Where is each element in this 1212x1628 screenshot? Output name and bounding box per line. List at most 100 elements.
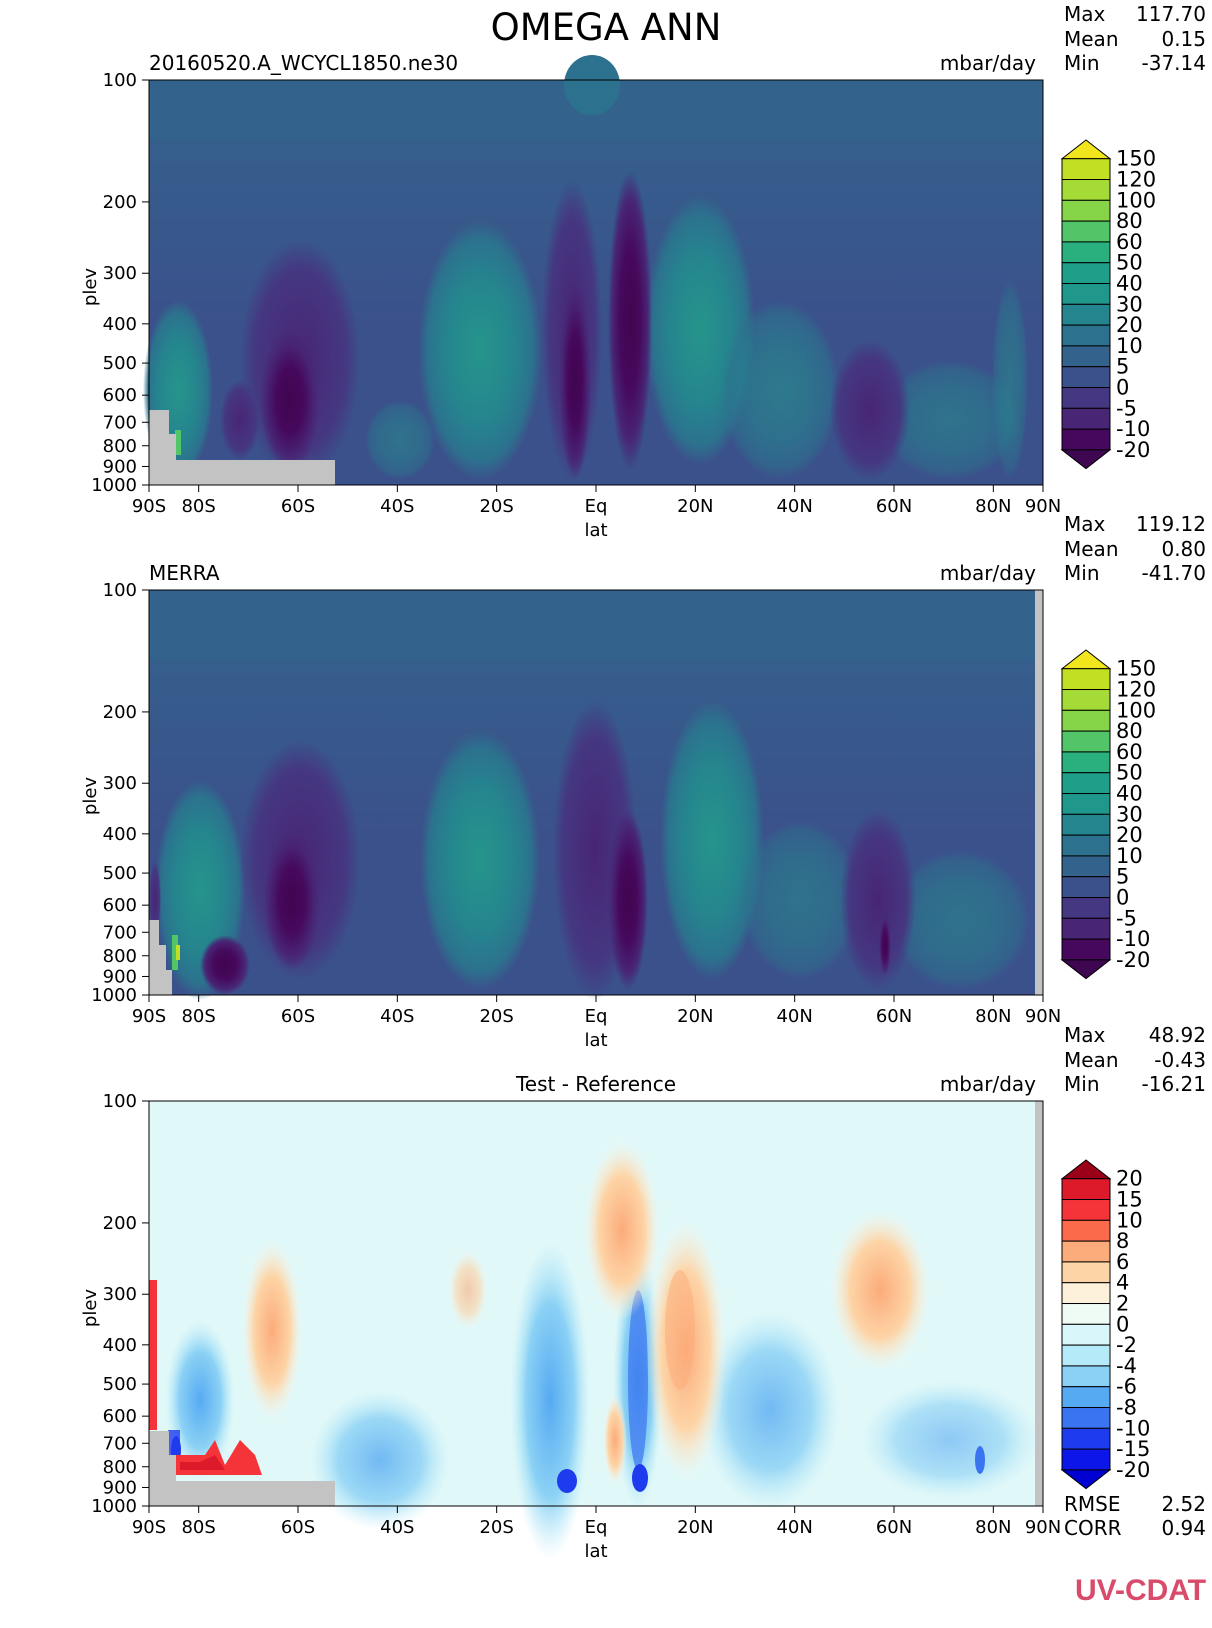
colorbar-label: 20 [1116, 313, 1143, 337]
colorbar-swatch [1061, 387, 1111, 409]
stats-block: Max 119.12 Mean 0.80 Min -41.70 [1064, 512, 1206, 585]
colorbar-label: 80 [1116, 209, 1143, 233]
colorbar-swatch [1061, 324, 1111, 347]
x-tick-label: 80N [975, 1517, 1011, 1538]
colorbar-swatch [1061, 1199, 1111, 1221]
stat-value-max: 48.92 [1149, 1023, 1206, 1047]
colorbar-label: 10 [1116, 1208, 1143, 1232]
y-tick-label: 700 [103, 922, 137, 943]
x-tick-label: 80N [975, 1006, 1011, 1027]
contour-field [149, 590, 1043, 1000]
colorbar-swatch [1061, 1323, 1111, 1346]
stat-label-max: Max [1064, 1023, 1106, 1047]
colorbar-label: 0 [1116, 376, 1129, 400]
x-tick-label: Eq [585, 1006, 608, 1027]
y-tick-label: 400 [103, 1335, 137, 1356]
colorbar-swatch [1061, 813, 1111, 836]
x-tick-label: 20S [479, 496, 513, 517]
colorbar-label: -20 [1116, 438, 1150, 462]
colorbar-label: 15 [1116, 1188, 1143, 1212]
colorbar-swatch [1061, 917, 1111, 940]
colorbar-swatch [1061, 158, 1111, 181]
panel-units: mbar/day [940, 561, 1036, 585]
colorbar-label: 0 [1116, 1312, 1129, 1336]
colorbar-label: 6 [1116, 1250, 1129, 1274]
colorbar-label: -20 [1116, 1458, 1150, 1482]
x-tick-label: 20N [677, 1006, 713, 1027]
x-tick-label: 60S [281, 1517, 315, 1538]
metric-value-corr: 0.94 [1161, 1516, 1206, 1540]
x-tick-label: 20S [479, 1517, 513, 1538]
y-tick-label: 1000 [91, 985, 137, 1006]
colorbar-label: -5 [1116, 396, 1137, 420]
colorbar-label: 120 [1116, 678, 1156, 702]
y-tick-label: 200 [103, 1213, 137, 1234]
stats-block: Max 117.70 Mean 0.15 Min -37.14 [1064, 2, 1206, 75]
contour-field [143, 55, 1043, 485]
colorbar-label: 5 [1116, 865, 1129, 889]
x-tick-label: 40S [380, 1517, 414, 1538]
colorbar-swatch [1061, 1303, 1111, 1325]
colorbar-label: -10 [1116, 417, 1150, 441]
stat-value-min: -41.70 [1142, 561, 1206, 585]
y-tick-label: 300 [103, 773, 137, 794]
colorbar-swatch [1061, 366, 1111, 389]
stat-value-max: 119.12 [1136, 512, 1206, 536]
colorbar-label: 2 [1116, 1292, 1129, 1316]
y-tick-label: 700 [103, 1433, 137, 1454]
y-tick-label: 200 [103, 702, 137, 723]
colorbar-label: 60 [1116, 740, 1143, 764]
y-tick-label: 500 [103, 863, 137, 884]
colorbar-label: -2 [1116, 1333, 1137, 1357]
stat-label-min: Min [1064, 561, 1100, 585]
x-tick-label: 20S [479, 1006, 513, 1027]
colorbar-label: 60 [1116, 230, 1143, 254]
colorbar-swatch [1061, 1365, 1111, 1388]
y-tick-label: 1000 [91, 475, 137, 496]
x-axis-label: lat [584, 1541, 607, 1562]
colorbar-label: 50 [1116, 251, 1143, 275]
colorbar-swatch [1060, 1159, 1112, 1180]
colorbar-label: 100 [1116, 188, 1156, 212]
y-tick-label: 100 [103, 1091, 137, 1112]
x-axis: 90S 80S 60S 40S 20S Eq 20N 40N 60N 80N 90N [132, 1506, 1061, 1538]
colorbar-swatch [1061, 1344, 1111, 1367]
panel-subtitle-left: MERRA [149, 561, 220, 585]
colorbar-swatch [1060, 1469, 1112, 1490]
colorbar-swatch [1061, 220, 1111, 243]
y-tick-label: 100 [103, 580, 137, 601]
colorbar-swatch [1061, 1448, 1111, 1471]
panel-reference: MERRA mbar/day Max 119.12 Mean 0.80 Min … [80, 512, 1206, 1051]
y-tick-label: 900 [103, 966, 137, 987]
x-tick-label: 60N [876, 496, 912, 517]
x-tick-label: Eq [585, 496, 608, 517]
colorbar-label: 8 [1116, 1229, 1129, 1253]
y-tick-label: 500 [103, 1374, 137, 1395]
panel-difference: Test - Reference mbar/day Max 48.92 Mean… [80, 1023, 1206, 1562]
y-tick-label: 600 [103, 385, 137, 406]
colorbar-label: -8 [1116, 1396, 1137, 1420]
colorbar-swatch [1061, 199, 1111, 222]
x-tick-label: 60S [281, 496, 315, 517]
y-axis-label: plev [80, 1289, 101, 1328]
colorbar-label: 4 [1116, 1271, 1129, 1295]
logo-text: UV-CDAT [1075, 1574, 1206, 1607]
y-tick-label: 500 [103, 353, 137, 374]
panel-subtitle-left: Test - Reference [515, 1072, 676, 1096]
colorbar-label: 120 [1116, 168, 1156, 192]
x-tick-label: 90N [1025, 1517, 1061, 1538]
colorbar-label: 30 [1116, 802, 1143, 826]
y-tick-label: 1000 [91, 1496, 137, 1517]
colorbar-label: -20 [1116, 948, 1150, 972]
panel-units: mbar/day [940, 1072, 1036, 1096]
contour-field [149, 1101, 1043, 1560]
colorbar-label: 10 [1116, 844, 1143, 868]
x-tick-label: Eq [585, 1517, 608, 1538]
colorbar-swatch [1061, 179, 1111, 201]
